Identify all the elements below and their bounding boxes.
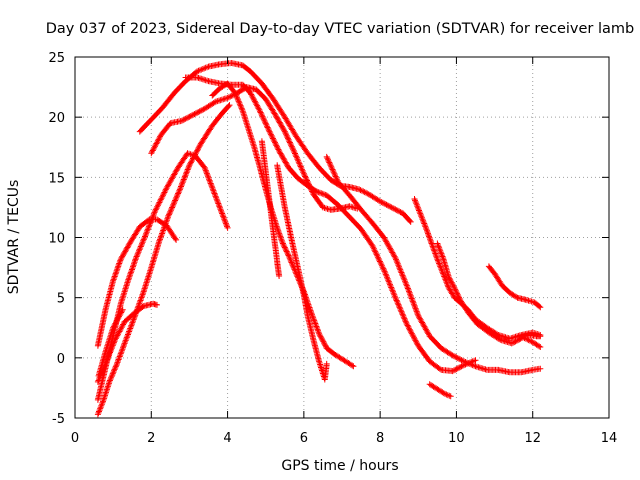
series-markers bbox=[274, 162, 330, 383]
series-markers bbox=[518, 332, 544, 340]
x-tick-label: 8 bbox=[376, 431, 384, 446]
series-arc-16 bbox=[485, 263, 544, 311]
x-tick-label: 10 bbox=[448, 431, 465, 446]
series-arc-13 bbox=[411, 196, 544, 342]
series-arc-17 bbox=[518, 332, 544, 340]
chart-title: Day 037 of 2023, Sidereal Day-to-day VTE… bbox=[46, 21, 635, 37]
y-tick-label: -5 bbox=[52, 412, 65, 427]
series-markers bbox=[323, 153, 544, 376]
y-tick-label: 10 bbox=[48, 232, 65, 247]
x-tick-label: 14 bbox=[601, 431, 618, 446]
series-arc-7 bbox=[148, 84, 361, 213]
x-tick-label: 6 bbox=[300, 431, 308, 446]
series-arc-3 bbox=[94, 216, 180, 349]
series-arc-14 bbox=[434, 240, 544, 350]
series-markers bbox=[411, 196, 544, 342]
y-tick-label: 0 bbox=[57, 352, 65, 367]
series-arc-12 bbox=[323, 153, 544, 376]
x-axis-label: GPS time / hours bbox=[281, 458, 398, 474]
series-markers bbox=[94, 216, 180, 349]
series-markers bbox=[258, 138, 283, 279]
x-tick-label: 4 bbox=[223, 431, 231, 446]
series-markers bbox=[148, 84, 361, 213]
series-markers bbox=[434, 240, 544, 350]
data-series bbox=[94, 60, 544, 418]
y-tick-label: 5 bbox=[57, 292, 65, 307]
y-tick-label: 25 bbox=[48, 51, 65, 66]
x-tick-label: 12 bbox=[524, 431, 541, 446]
series-markers bbox=[426, 381, 454, 400]
series-markers bbox=[94, 300, 160, 385]
y-axis-label: SDTVAR / TECUs bbox=[6, 180, 22, 295]
x-tick-label: 0 bbox=[71, 431, 79, 446]
y-tick-label: 20 bbox=[48, 111, 65, 126]
series-arc-4 bbox=[94, 300, 160, 385]
series-markers bbox=[182, 74, 479, 375]
x-tick-label: 2 bbox=[147, 431, 155, 446]
series-arc-1 bbox=[94, 102, 233, 418]
series-arc-15 bbox=[426, 381, 454, 400]
series-arc-8 bbox=[182, 74, 479, 375]
series-arc-10 bbox=[258, 138, 283, 279]
axis-ticks: 0 2 4 6 8 10 12 14 -5 0 5 10 15 20 25 bbox=[48, 51, 617, 446]
series-markers bbox=[485, 263, 544, 311]
series-markers bbox=[95, 306, 126, 379]
series-arc-5 bbox=[95, 306, 126, 379]
series-arc-11 bbox=[274, 162, 330, 383]
y-tick-label: 15 bbox=[48, 171, 65, 186]
grid-lines bbox=[75, 57, 609, 418]
series-markers bbox=[94, 102, 233, 418]
